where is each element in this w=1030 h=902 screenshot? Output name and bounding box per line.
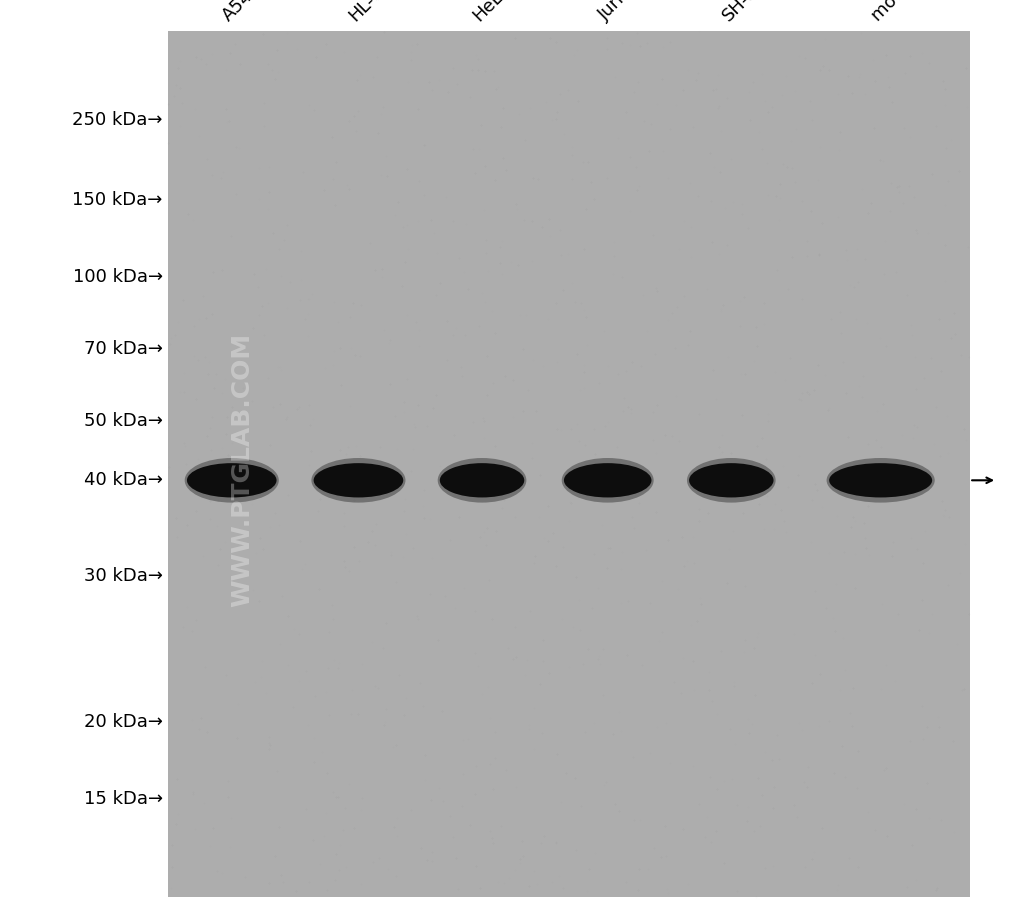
Text: HeLa: HeLa xyxy=(470,0,514,24)
Ellipse shape xyxy=(438,458,526,503)
Ellipse shape xyxy=(564,464,651,498)
Text: 50 kDa→: 50 kDa→ xyxy=(83,411,163,429)
Text: 70 kDa→: 70 kDa→ xyxy=(83,339,163,357)
Text: 15 kDa→: 15 kDa→ xyxy=(83,789,163,807)
Ellipse shape xyxy=(440,464,524,498)
Text: Jurkat: Jurkat xyxy=(595,0,645,24)
Text: HL-60: HL-60 xyxy=(346,0,396,24)
Ellipse shape xyxy=(561,458,654,503)
Text: 20 kDa→: 20 kDa→ xyxy=(83,713,163,731)
Ellipse shape xyxy=(187,464,276,498)
Bar xyxy=(168,32,970,897)
Ellipse shape xyxy=(313,464,404,498)
Text: 30 kDa→: 30 kDa→ xyxy=(83,566,163,584)
Text: WWW.PTGLAB.COM: WWW.PTGLAB.COM xyxy=(230,332,254,606)
Ellipse shape xyxy=(826,458,935,503)
Ellipse shape xyxy=(184,458,279,503)
Ellipse shape xyxy=(829,464,932,498)
Text: 150 kDa→: 150 kDa→ xyxy=(72,191,163,209)
Text: 100 kDa→: 100 kDa→ xyxy=(72,268,163,286)
Ellipse shape xyxy=(687,458,776,503)
Text: 250 kDa→: 250 kDa→ xyxy=(72,111,163,129)
Text: SH-SY5Y: SH-SY5Y xyxy=(719,0,785,24)
Text: A549: A549 xyxy=(219,0,265,24)
Ellipse shape xyxy=(689,464,774,498)
Text: mouse brain: mouse brain xyxy=(868,0,960,24)
Text: 40 kDa→: 40 kDa→ xyxy=(83,471,163,489)
Ellipse shape xyxy=(311,458,406,503)
